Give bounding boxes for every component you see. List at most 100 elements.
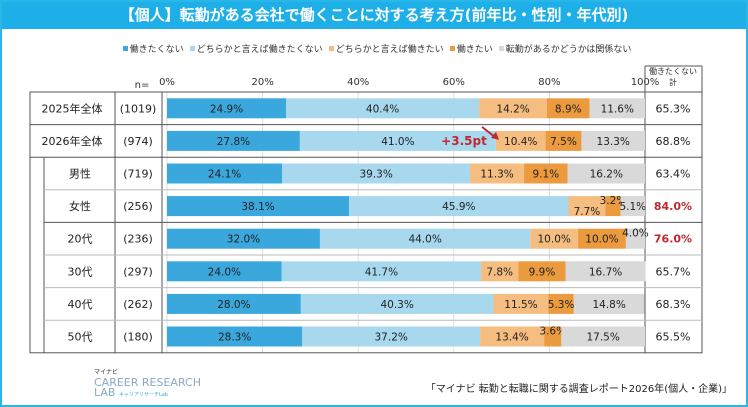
bar-segment <box>300 293 494 314</box>
data-label: 41.0% <box>381 136 414 148</box>
data-label: 10.0% <box>585 234 618 246</box>
row-total: 68.3% <box>656 298 691 311</box>
data-label: 7.8% <box>486 266 513 278</box>
legend: 働きたくない どちらかと言えば働きたくない どちらかと言えば働きたい 働きたい 転勤があ… <box>2 42 746 55</box>
bar-segment <box>319 228 531 249</box>
bar-segment <box>349 196 569 217</box>
bar-segment <box>524 163 568 184</box>
data-label: 11.3% <box>480 169 513 181</box>
legend-entry: 働きたい <box>456 45 493 55</box>
data-label: 16.2% <box>590 169 623 181</box>
n-label: n= <box>135 80 150 91</box>
row-total: 76.0% <box>654 233 692 246</box>
bar-segment <box>480 326 545 347</box>
data-label: 45.9% <box>442 201 475 213</box>
data-label: 14.2% <box>496 103 529 115</box>
bar-segment <box>545 130 582 151</box>
x-tick-label: 60% <box>443 77 465 88</box>
data-label: 9.9% <box>529 266 556 278</box>
legend-swatch <box>498 46 504 51</box>
bar-segment <box>568 196 606 217</box>
data-label: 4.0% <box>622 228 649 240</box>
bar-segment <box>493 293 549 314</box>
data-label: 7.7% <box>574 206 601 218</box>
bar-segment <box>620 196 645 217</box>
data-label: 24.9% <box>210 103 243 115</box>
data-label: 28.3% <box>218 332 251 344</box>
row-n: (236) <box>123 233 153 246</box>
data-label: 10.4% <box>504 136 537 148</box>
row-label: 20代 <box>68 233 93 246</box>
data-label: 32.0% <box>227 234 260 246</box>
bar-segment <box>167 196 350 217</box>
row-label: 40代 <box>68 298 93 311</box>
data-label: 7.5% <box>550 136 577 148</box>
row-n: (180) <box>123 331 153 344</box>
data-label: 3.2% <box>600 195 627 207</box>
data-label: 27.8% <box>217 136 250 148</box>
bar-segment <box>299 130 496 151</box>
x-tick-label: 80% <box>538 77 560 88</box>
bar-segment <box>495 130 546 151</box>
data-label: 41.7% <box>365 266 398 278</box>
bar-segment <box>567 163 645 184</box>
bar-segment <box>281 261 482 282</box>
bar-segment <box>479 98 548 119</box>
row-total: 65.5% <box>656 331 691 344</box>
row-label: 2025年全体 <box>42 101 103 115</box>
legend-entry: どちらかと言えば働きたくない <box>196 45 323 55</box>
bar-segment <box>167 293 301 314</box>
data-label: 5.3% <box>548 299 575 311</box>
legend-entry: 転勤があるかどうかは関係ない <box>505 45 632 55</box>
data-label: 39.3% <box>359 169 392 181</box>
bar-segment <box>530 228 579 249</box>
row-label: 男性 <box>69 167 91 181</box>
bar-segment <box>589 98 645 119</box>
row-n: (1019) <box>120 102 157 115</box>
bar-segment <box>167 326 303 347</box>
data-label: 40.3% <box>380 299 413 311</box>
legend-entry: どちらかと言えば働きたい <box>335 45 444 55</box>
bar-segment <box>548 293 574 314</box>
x-tick-label: 20% <box>251 77 273 88</box>
bar-segment <box>286 98 480 119</box>
bar-segment <box>167 130 300 151</box>
data-label: 24.1% <box>208 169 241 181</box>
row-label: 30代 <box>68 265 93 278</box>
bar-segment <box>167 228 320 249</box>
row-label: 2026年全体 <box>42 134 103 148</box>
row-label: 50代 <box>68 331 93 344</box>
bar-segment <box>581 130 645 151</box>
legend-swatch <box>122 46 128 51</box>
data-label: 5.1% <box>619 201 646 213</box>
row-total: 65.3% <box>656 102 691 115</box>
bar-segment <box>282 163 471 184</box>
row-total: 65.7% <box>656 265 691 278</box>
data-label: 17.5% <box>586 332 619 344</box>
logo-line1: CAREER RESEARCH <box>94 376 201 389</box>
career-research-lab-logo: マイナビ CAREER RESEARCH LAB キャリアリサーチLab <box>24 368 201 400</box>
data-label: 28.0% <box>217 299 250 311</box>
bar-segment <box>167 261 282 282</box>
data-label: 9.1% <box>532 169 559 181</box>
legend-swatch <box>328 46 334 51</box>
bar-segment <box>547 98 590 119</box>
data-label: 11.5% <box>504 299 537 311</box>
row-n: (297) <box>123 265 153 278</box>
data-label: 3.6% <box>539 326 566 338</box>
logo-sub: キャリアリサーチLab <box>118 392 168 398</box>
row-total: 84.0% <box>654 200 692 213</box>
bar-segment <box>565 261 646 282</box>
bar-segment <box>544 326 562 347</box>
row-n: (974) <box>123 135 153 148</box>
bar-segment <box>578 228 626 249</box>
x-tick-label: 40% <box>347 77 369 88</box>
data-label: 13.4% <box>495 332 528 344</box>
bar-segment <box>167 163 283 184</box>
data-label: 8.9% <box>555 103 582 115</box>
bar-segment <box>167 98 287 119</box>
source-note: 「マイナビ 転勤と転職に関する調査レポート2026年(個人・企業)」 <box>425 384 732 395</box>
bar-segment <box>302 326 481 347</box>
